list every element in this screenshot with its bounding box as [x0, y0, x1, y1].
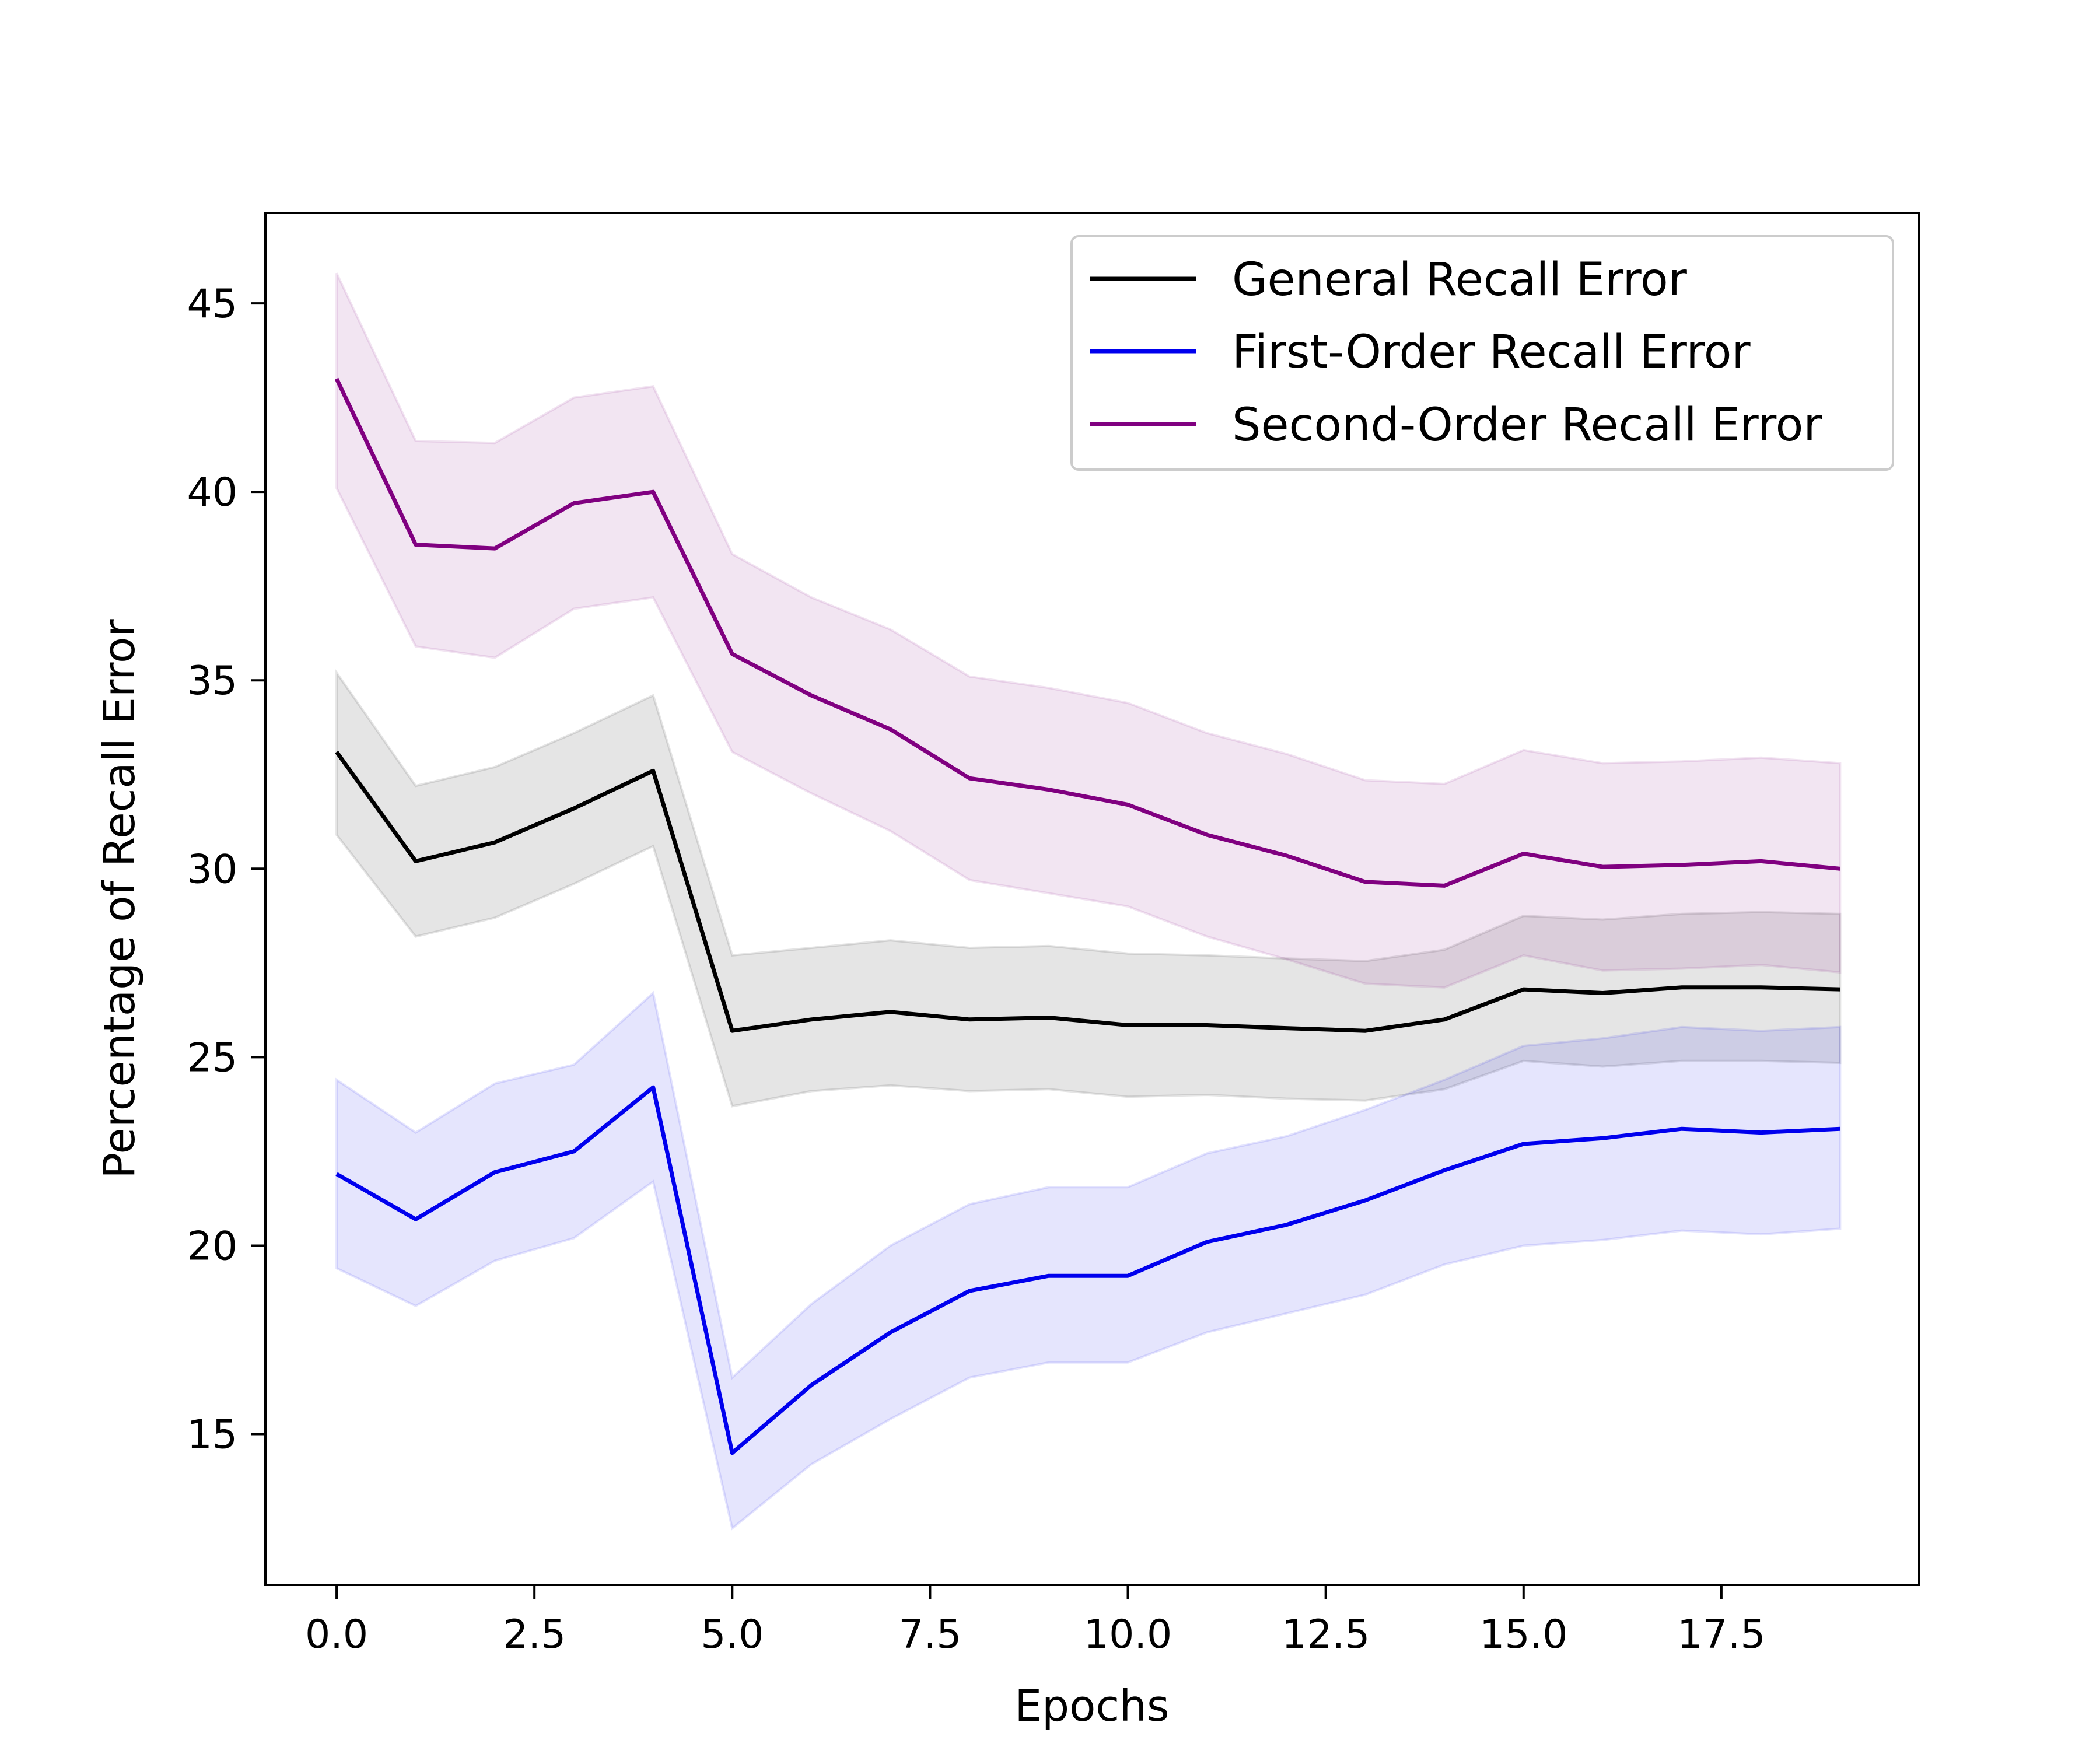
- y-tick-label: 15: [187, 1412, 237, 1458]
- x-tick-label: 12.5: [1282, 1612, 1370, 1658]
- y-axis-label: Percentage of Recall Error: [94, 619, 145, 1179]
- second-order-recall-error-line: [334, 377, 1840, 888]
- y-tick-label: 40: [187, 470, 237, 516]
- y-tick-label: 30: [187, 846, 237, 892]
- x-tick-label: 0.0: [305, 1612, 368, 1658]
- y-axis-ticks: 15 20 25 30 35 40 45: [187, 281, 265, 1458]
- general-recall-error-band: [335, 668, 1842, 1108]
- first-order-recall-error-line: [335, 1085, 1840, 1455]
- x-tick-label: 15.0: [1479, 1612, 1567, 1658]
- general-recall-error-line: [335, 750, 1840, 1033]
- legend-label-general: General Recall Error: [1232, 254, 1688, 306]
- first-order-recall-error-band: [335, 991, 1842, 1531]
- series-lines: [334, 377, 1840, 1455]
- y-tick-label: 45: [187, 281, 237, 327]
- x-tick-label: 17.5: [1677, 1612, 1765, 1658]
- legend-box: [1070, 235, 1894, 471]
- x-tick-label: 10.0: [1084, 1612, 1172, 1658]
- x-axis-label: Epochs: [1014, 1681, 1169, 1731]
- confidence-bands: [335, 272, 1842, 1531]
- x-tick-label: 7.5: [898, 1612, 961, 1658]
- legend-label-first-order: First-Order Recall Error: [1232, 326, 1751, 379]
- x-tick-label: 5.0: [701, 1612, 764, 1658]
- y-tick-label: 25: [187, 1035, 237, 1081]
- x-tick-label: 2.5: [503, 1612, 566, 1658]
- second-order-recall-error-band: [335, 272, 1842, 989]
- y-tick-label: 20: [187, 1223, 237, 1269]
- plot-area-frame: [264, 212, 1920, 1586]
- legend-label-second-order: Second-Order Recall Error: [1232, 399, 1822, 452]
- x-axis-ticks: 0.0 2.5 5.0 7.5 10.0 12.5 15.0 17.5: [305, 1585, 1766, 1658]
- y-tick-label: 35: [187, 658, 237, 704]
- legend: General Recall Error First-Order Recall …: [1070, 235, 1894, 471]
